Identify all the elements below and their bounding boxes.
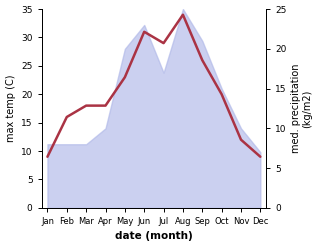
Y-axis label: max temp (C): max temp (C) <box>5 75 16 142</box>
X-axis label: date (month): date (month) <box>115 231 193 242</box>
Y-axis label: med. precipitation
(kg/m2): med. precipitation (kg/m2) <box>291 64 313 153</box>
